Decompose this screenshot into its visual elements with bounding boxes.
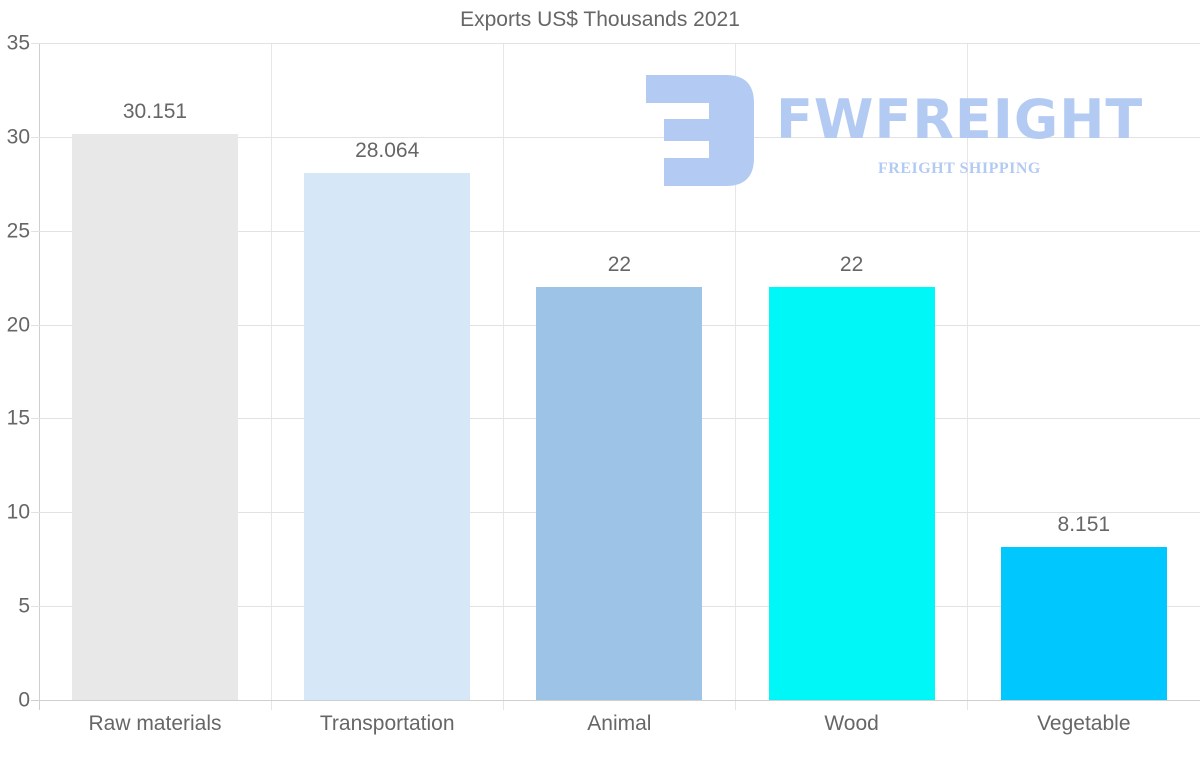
y-tick-label: 35 <box>6 31 30 55</box>
bar-value-label: 30.151 <box>122 100 188 124</box>
y-tick-label: 5 <box>18 594 30 618</box>
horizontal-gridline <box>31 136 1200 138</box>
vertical-gridline <box>503 43 504 710</box>
bar-vegetable[interactable] <box>1000 547 1167 700</box>
horizontal-gridline <box>31 700 1200 701</box>
y-tick-label: 0 <box>18 688 30 712</box>
bar-value-label: 22 <box>607 253 632 277</box>
bar-animal[interactable] <box>536 287 703 700</box>
horizontal-gridline <box>31 43 1200 44</box>
y-tick-label: 25 <box>6 219 30 243</box>
y-tick-label: 20 <box>6 313 30 337</box>
bar-value-label: 22 <box>839 253 864 277</box>
vertical-gridline <box>735 43 736 710</box>
x-tick-label: Transportation <box>319 712 455 735</box>
x-tick-label: Wood <box>824 712 879 735</box>
x-tick-label: Raw materials <box>88 712 222 735</box>
y-tick-label: 10 <box>6 500 30 524</box>
vertical-gridline <box>967 43 968 710</box>
bar-wood[interactable] <box>768 287 935 700</box>
x-tick-label: Vegetable <box>1037 712 1131 735</box>
horizontal-gridline <box>31 230 1200 232</box>
bar-transportation[interactable] <box>304 173 471 700</box>
y-tick-label: 15 <box>6 406 30 430</box>
bar-raw-materials[interactable] <box>72 134 238 700</box>
y-axis-line <box>39 43 40 710</box>
chart-title: Exports US$ Thousands 2021 <box>460 8 740 31</box>
vertical-gridline <box>271 43 272 710</box>
bar-value-label: 8.151 <box>1057 512 1111 536</box>
y-tick-label: 30 <box>6 125 30 149</box>
plot-area: 30.151 28.064 22 22 8.151 <box>31 43 1200 710</box>
bar-value-label: 28.064 <box>355 139 420 163</box>
x-tick-label: Animal <box>587 712 652 735</box>
